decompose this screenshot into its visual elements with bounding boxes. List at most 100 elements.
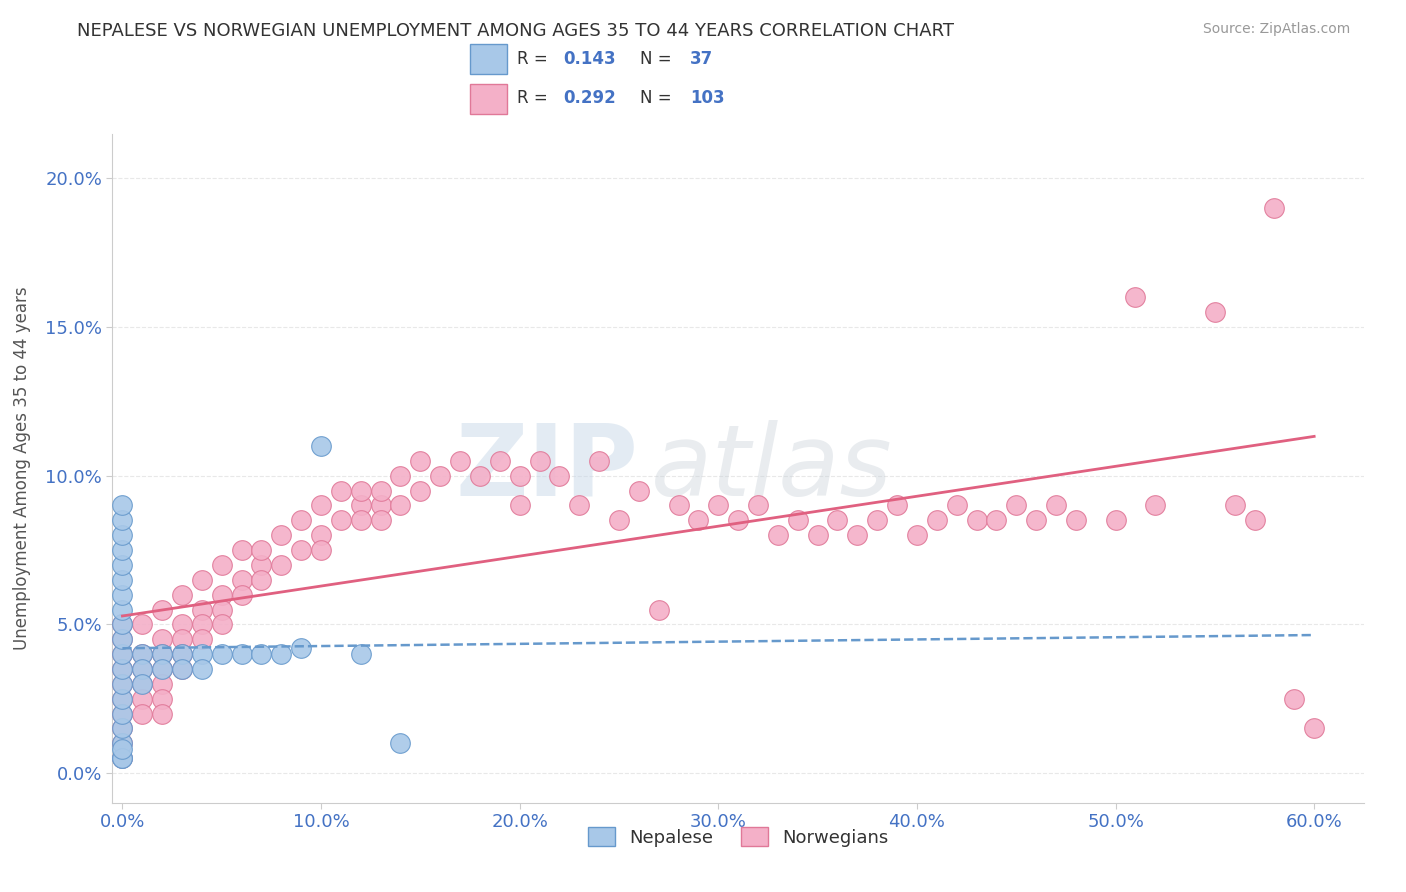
Legend: Nepalese, Norwegians: Nepalese, Norwegians [581, 820, 896, 854]
Point [905, 528, 928, 542]
Point [150, 706, 173, 721]
Point [150, 677, 173, 691]
Point [688, 513, 710, 527]
Point [1243, 513, 1265, 527]
Point [389, 499, 412, 513]
Point [807, 528, 830, 542]
Point [370, 483, 392, 498]
Point [170, 647, 193, 661]
Point [329, 483, 352, 498]
Point [468, 468, 491, 483]
Point [111, 647, 134, 661]
Point [211, 602, 233, 616]
Point [509, 499, 531, 513]
Point [111, 617, 134, 632]
Point [111, 632, 134, 647]
Point [1303, 722, 1326, 736]
Point [131, 662, 153, 676]
Point [668, 499, 690, 513]
Point [191, 617, 214, 632]
Point [191, 662, 214, 676]
Point [111, 558, 134, 572]
Point [509, 468, 531, 483]
Point [707, 499, 730, 513]
Text: ZIP: ZIP [456, 420, 638, 516]
Point [111, 499, 134, 513]
Point [1284, 691, 1306, 706]
Point [131, 647, 153, 661]
Point [548, 468, 571, 483]
Point [350, 483, 373, 498]
Point [170, 588, 193, 602]
Point [529, 454, 551, 468]
Point [150, 632, 173, 647]
Point [111, 706, 134, 721]
Text: R =: R = [516, 50, 553, 68]
Point [727, 513, 749, 527]
Point [111, 602, 134, 616]
Point [111, 706, 134, 721]
Point [1125, 290, 1147, 304]
Text: 0.292: 0.292 [562, 89, 616, 107]
Point [290, 543, 312, 558]
FancyBboxPatch shape [470, 44, 508, 74]
Point [150, 602, 173, 616]
Point [588, 454, 610, 468]
Point [111, 662, 134, 676]
Point [309, 543, 332, 558]
Point [231, 573, 253, 587]
Point [211, 617, 233, 632]
Point [309, 528, 332, 542]
Point [111, 751, 134, 765]
Point [131, 662, 153, 676]
Point [250, 558, 273, 572]
Point [231, 647, 253, 661]
Point [111, 632, 134, 647]
Point [370, 513, 392, 527]
Point [250, 647, 273, 661]
Point [827, 513, 849, 527]
Point [250, 543, 273, 558]
Text: N =: N = [640, 89, 678, 107]
Point [250, 573, 273, 587]
Point [111, 742, 134, 756]
Point [350, 647, 373, 661]
Point [111, 543, 134, 558]
Point [1104, 513, 1126, 527]
Point [231, 588, 253, 602]
Point [111, 736, 134, 750]
Point [1045, 499, 1067, 513]
Point [647, 602, 669, 616]
Point [150, 662, 173, 676]
Point [111, 528, 134, 542]
Point [111, 617, 134, 632]
Point [111, 722, 134, 736]
Point [409, 483, 432, 498]
Point [747, 499, 769, 513]
Point [231, 543, 253, 558]
Point [211, 647, 233, 661]
Point [111, 691, 134, 706]
Point [131, 677, 153, 691]
Point [131, 617, 153, 632]
Point [389, 468, 412, 483]
Point [191, 573, 214, 587]
Point [329, 513, 352, 527]
Text: N =: N = [640, 50, 678, 68]
Point [170, 662, 193, 676]
Point [309, 439, 332, 453]
Point [111, 588, 134, 602]
Point [1144, 499, 1167, 513]
Text: 103: 103 [690, 89, 724, 107]
Point [111, 647, 134, 661]
Point [150, 647, 173, 661]
Text: atlas: atlas [651, 420, 893, 516]
Point [429, 468, 451, 483]
Point [191, 632, 214, 647]
Point [111, 677, 134, 691]
Point [350, 513, 373, 527]
Point [111, 736, 134, 750]
Point [111, 513, 134, 527]
Point [1263, 201, 1285, 215]
Point [290, 513, 312, 527]
